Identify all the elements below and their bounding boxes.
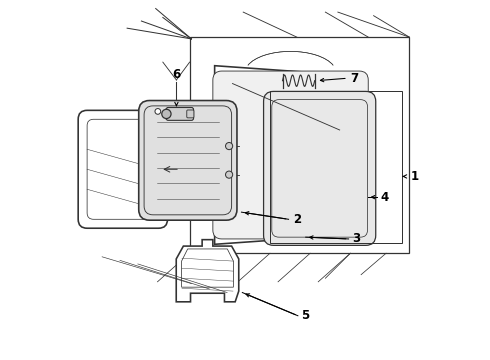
FancyBboxPatch shape [139,100,237,220]
Circle shape [225,143,233,150]
Text: 6: 6 [172,68,180,81]
Circle shape [155,109,161,114]
Polygon shape [215,66,367,244]
Circle shape [162,109,171,118]
Text: 1: 1 [411,170,418,183]
Text: 4: 4 [381,191,389,204]
Text: 3: 3 [352,233,360,246]
Text: 2: 2 [293,213,301,226]
FancyBboxPatch shape [166,108,194,120]
FancyBboxPatch shape [78,111,168,228]
FancyBboxPatch shape [213,71,368,239]
Polygon shape [176,240,239,302]
Text: 7: 7 [350,72,359,85]
FancyBboxPatch shape [187,110,194,118]
Text: 5: 5 [301,309,310,322]
Circle shape [225,171,233,178]
FancyBboxPatch shape [264,91,376,246]
